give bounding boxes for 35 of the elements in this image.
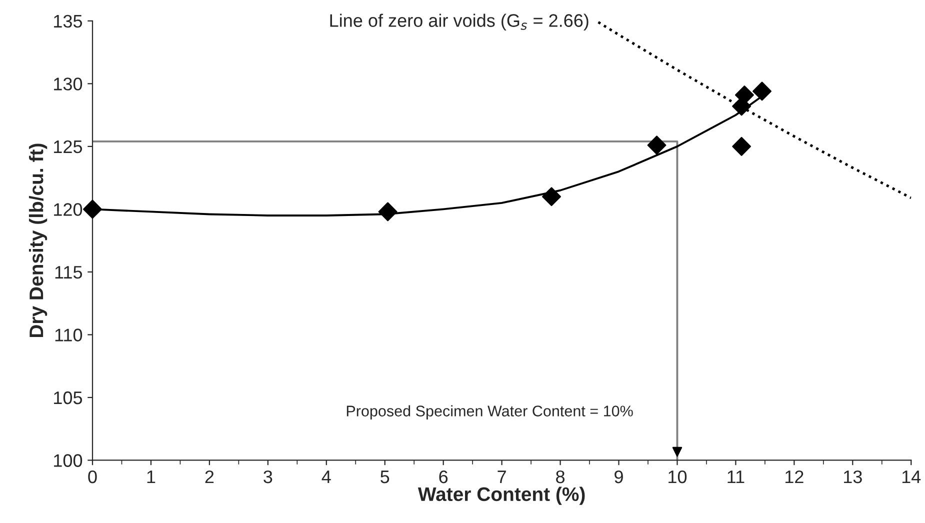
x-tick-label: 3 <box>264 470 272 484</box>
x-tick-label: 13 <box>844 470 862 484</box>
x-tick-label: 6 <box>439 470 448 484</box>
y-tick-label: 105 <box>54 391 82 404</box>
y-axis-title: Dry Density (lb/cu. ft) <box>28 144 48 338</box>
y-tick-label: 125 <box>54 140 82 154</box>
x-tick-label: 8 <box>556 470 565 484</box>
x-tick-label: 12 <box>786 470 804 484</box>
x-tick-label: 1 <box>147 470 156 484</box>
x-tick-label: 2 <box>205 470 214 484</box>
point <box>542 187 561 206</box>
x-tick-label: 0 <box>88 470 97 484</box>
y-tick-label: 130 <box>54 78 82 90</box>
series-label: Line of zero air voids (G$_{s}$ = 2.66) <box>330 14 588 31</box>
annotation: Proposed Specimen Water Content = 10% <box>346 405 633 420</box>
point <box>732 136 752 156</box>
x-tick-label: 14 <box>902 470 921 484</box>
x-tick-label: 7 <box>498 470 506 484</box>
y-tick-label: 120 <box>54 203 82 216</box>
y-tick-label: 115 <box>55 266 82 279</box>
y-tick-label: 135 <box>54 14 82 28</box>
point <box>734 86 754 104</box>
point <box>752 82 772 101</box>
x-axis-title: Water Content (%) <box>418 486 585 505</box>
y-tick-label: 110 <box>55 328 82 342</box>
point <box>83 200 102 219</box>
y-tick-label: 100 <box>54 454 82 467</box>
x-tick-label: 5 <box>380 470 390 484</box>
point <box>647 136 666 155</box>
point <box>378 202 398 222</box>
x-tick-label: 11 <box>728 470 744 484</box>
x-tick-label: 4 <box>322 470 331 484</box>
x-tick-label: 10 <box>668 470 687 484</box>
line-series <box>597 20 912 200</box>
x-tick-label: 9 <box>614 470 623 484</box>
